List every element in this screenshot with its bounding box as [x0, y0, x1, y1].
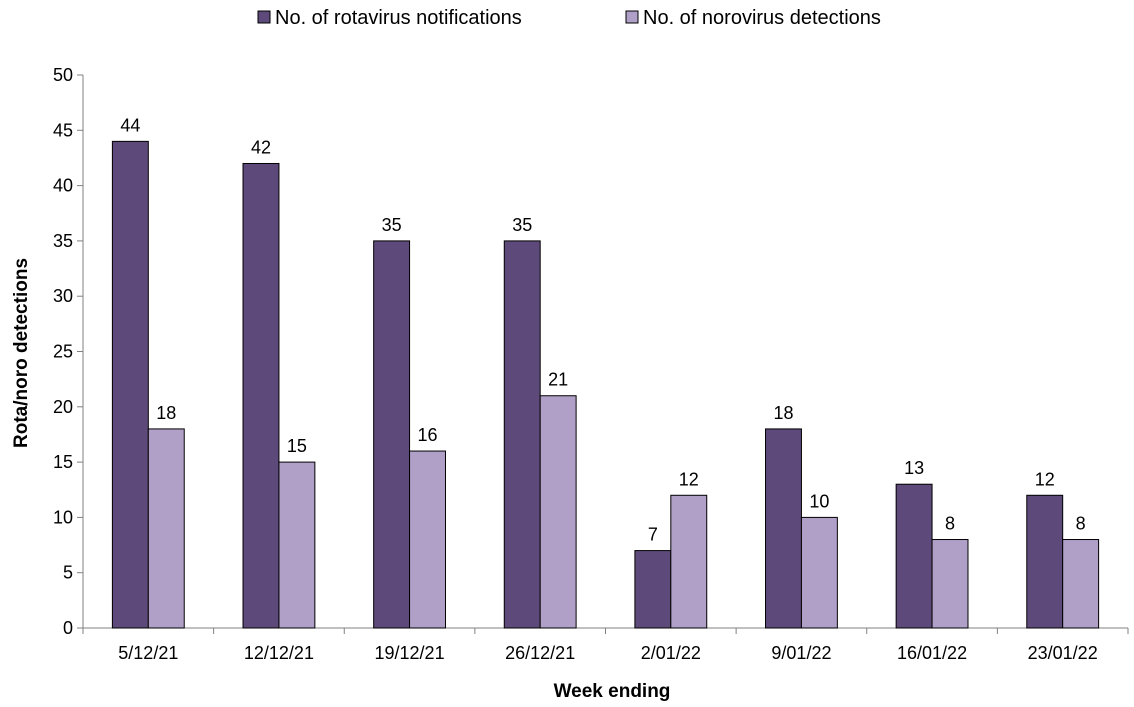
x-tick-label: 26/12/21: [505, 643, 575, 663]
rotavirus-data-label: 44: [120, 115, 140, 135]
y-tick-label: 45: [53, 120, 73, 140]
y-tick-label: 0: [63, 618, 73, 638]
legend-label: No. of rotavirus notifications: [275, 7, 522, 29]
x-axis-title: Week ending: [554, 681, 671, 702]
norovirus-data-label: 8: [945, 514, 955, 534]
legend-swatch: [257, 10, 271, 24]
bars-group: [111, 140, 1100, 629]
data-labels-group: 44 42 35 35 7 18 13 12 18 15 16 21 12 10 8 8: [120, 115, 1085, 544]
x-tick-label: 2/01/22: [641, 643, 701, 663]
norovirus-bar: [670, 494, 708, 629]
rotavirus-data-label: 35: [512, 215, 532, 235]
y-tick-label: 25: [53, 342, 73, 362]
x-tick-label: 16/01/22: [897, 643, 967, 663]
norovirus-data-label: 16: [418, 425, 438, 445]
y-tick-label: 15: [53, 452, 73, 472]
norovirus-data-label: 10: [809, 491, 829, 511]
norovirus-data-label: 8: [1076, 514, 1086, 534]
norovirus-bar: [147, 428, 185, 629]
x-tick-label: 9/01/22: [771, 643, 831, 663]
chart-legend: No. of rotavirus notifications No. of nor…: [257, 7, 881, 29]
norovirus-bar: [278, 461, 316, 629]
norovirus-bar: [800, 516, 838, 629]
norovirus-data-label: 12: [679, 469, 699, 489]
y-axis: 0 5 10 15 20 25 30 35 40 45 50: [53, 65, 84, 638]
rotavirus-bar: [373, 240, 411, 629]
x-tick-label: 19/12/21: [375, 643, 445, 663]
norovirus-data-label: 21: [548, 370, 568, 390]
x-axis: 5/12/21 12/12/21 19/12/21 26/12/21 2/01/22 9/…: [82, 627, 1129, 663]
rotavirus-bar: [1026, 494, 1064, 629]
y-tick-label: 30: [53, 286, 73, 306]
norovirus-bar: [409, 450, 446, 629]
x-tick-label: 5/12/21: [118, 643, 178, 663]
rotavirus-data-label: 18: [773, 403, 793, 423]
rotavirus-bar: [242, 162, 280, 629]
norovirus-data-label: 15: [287, 436, 307, 456]
norovirus-bar: [1062, 539, 1100, 629]
legend-swatch: [625, 10, 639, 24]
y-tick-label: 20: [53, 397, 73, 417]
y-tick-label: 40: [53, 176, 73, 196]
rotavirus-bar: [503, 240, 541, 629]
rotavirus-bar: [895, 483, 933, 629]
norovirus-bar: [931, 539, 969, 629]
rotavirus-data-label: 12: [1035, 469, 1055, 489]
x-tick-label: 23/01/22: [1028, 643, 1098, 663]
legend-label: No. of norovirus detections: [643, 7, 881, 29]
norovirus-bar: [539, 395, 577, 629]
y-tick-label: 5: [63, 563, 73, 583]
y-axis-title: Rota/noro detections: [11, 258, 32, 448]
rotavirus-data-label: 7: [648, 525, 658, 545]
y-tick-label: 35: [53, 231, 73, 251]
norovirus-data-label: 18: [156, 403, 176, 423]
rotavirus-bar: [111, 140, 149, 629]
y-tick-label: 10: [53, 507, 73, 527]
rotavirus-data-label: 42: [251, 137, 271, 157]
rotavirus-bar: [634, 550, 672, 629]
rotavirus-bar: [765, 428, 802, 629]
x-tick-label: 12/12/21: [244, 643, 314, 663]
rotavirus-data-label: 35: [382, 215, 402, 235]
rotavirus-data-label: 13: [904, 458, 924, 478]
y-tick-label: 50: [53, 65, 73, 85]
